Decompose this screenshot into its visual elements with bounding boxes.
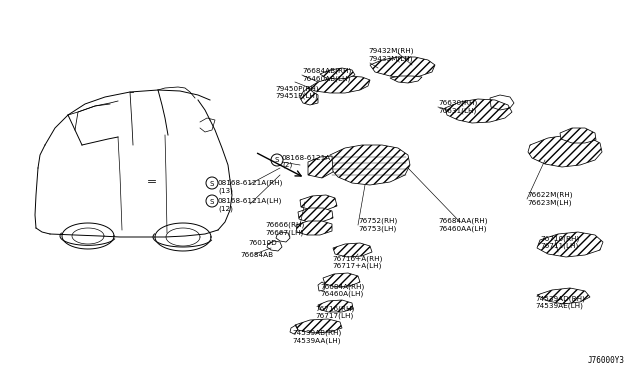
Text: 76716+A(RH)
76717+A(LH): 76716+A(RH) 76717+A(LH) (332, 255, 382, 269)
Polygon shape (308, 156, 333, 178)
Text: S: S (275, 157, 279, 164)
Text: 76752(RH)
76753(LH): 76752(RH) 76753(LH) (358, 218, 397, 232)
Text: 76622M(RH)
76623M(LH): 76622M(RH) 76623M(LH) (527, 192, 573, 206)
Polygon shape (318, 300, 353, 312)
Polygon shape (300, 88, 318, 105)
Text: S: S (210, 199, 214, 205)
Polygon shape (370, 57, 435, 78)
Text: 79432M(RH)
79433M(LH): 79432M(RH) 79433M(LH) (368, 48, 413, 62)
Polygon shape (333, 243, 372, 257)
Text: 79450P(RH)
79451P(LH): 79450P(RH) 79451P(LH) (275, 85, 319, 99)
Text: 74539AB(RH)
74539AA(LH): 74539AB(RH) 74539AA(LH) (292, 330, 341, 344)
Text: 08168-6121A
(2): 08168-6121A (2) (282, 155, 332, 169)
Polygon shape (330, 145, 410, 185)
Polygon shape (323, 273, 360, 287)
Polygon shape (390, 76, 422, 83)
Polygon shape (295, 319, 342, 333)
Text: 76666(RH)
76667(LH): 76666(RH) 76667(LH) (265, 222, 304, 236)
Text: 76684A(RH)
76460A(LH): 76684A(RH) 76460A(LH) (320, 283, 364, 297)
Text: 76630(RH)
76631(LH): 76630(RH) 76631(LH) (438, 100, 477, 114)
Text: J76000Y3: J76000Y3 (588, 356, 625, 365)
Text: 74539AD(RH)
74539AE(LH): 74539AD(RH) 74539AE(LH) (535, 295, 585, 309)
Polygon shape (300, 195, 337, 210)
Polygon shape (537, 288, 590, 304)
Text: S: S (210, 180, 214, 186)
Text: 76684AA(RH)
76460AA(LH): 76684AA(RH) 76460AA(LH) (438, 218, 488, 232)
Text: 08168-6121A(LH)
(12): 08168-6121A(LH) (12) (218, 198, 282, 212)
Polygon shape (320, 68, 355, 79)
Text: 76684AB: 76684AB (240, 252, 273, 258)
Text: 76710(RH)
76711(LH): 76710(RH) 76711(LH) (540, 235, 579, 249)
Text: 76716(RH)
76717(LH): 76716(RH) 76717(LH) (315, 305, 355, 319)
Polygon shape (308, 76, 370, 93)
Polygon shape (445, 99, 512, 123)
Polygon shape (528, 135, 602, 167)
Text: 76684AB(RH)
76460AB(LH): 76684AB(RH) 76460AB(LH) (302, 68, 351, 82)
Polygon shape (298, 208, 333, 222)
Text: 08168-6121A(RH)
(13): 08168-6121A(RH) (13) (218, 180, 284, 194)
Polygon shape (537, 232, 603, 257)
Text: 76010D: 76010D (248, 240, 276, 246)
Polygon shape (560, 128, 596, 143)
Polygon shape (296, 221, 332, 235)
